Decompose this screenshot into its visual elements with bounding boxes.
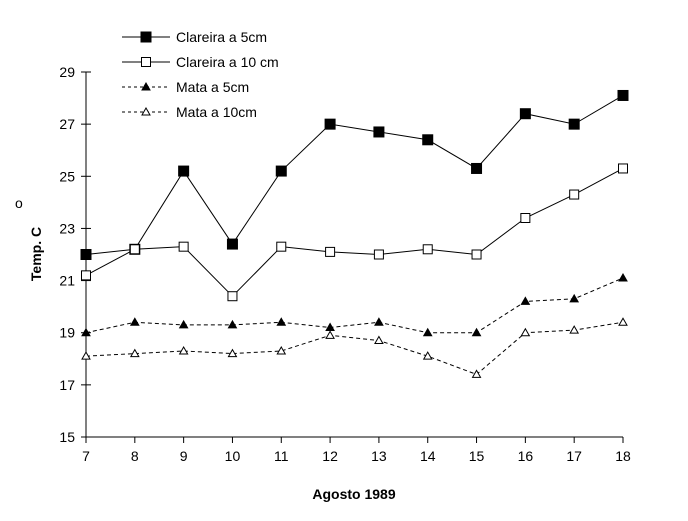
data-point — [618, 163, 628, 174]
series-group — [80, 89, 629, 378]
data-point — [178, 319, 189, 329]
data-point — [373, 126, 385, 138]
data-point — [227, 319, 238, 329]
data-point — [276, 317, 287, 326]
x-tick-label: 14 — [420, 448, 436, 464]
legend-marker — [141, 57, 151, 67]
data-point — [178, 165, 190, 177]
legend-item: Clareira a 5cm — [122, 29, 267, 45]
legend: Clareira a 5cm Clareira a 10 cm Mata a 5cm… — [122, 29, 279, 120]
legend-item: Mata a 5cm — [122, 79, 249, 95]
data-point — [617, 89, 629, 101]
data-point — [324, 118, 336, 130]
y-tick-label: 21 — [59, 273, 75, 289]
data-point — [568, 118, 580, 130]
data-point — [276, 241, 287, 252]
data-point — [129, 317, 140, 326]
series-1 — [81, 163, 628, 302]
data-point — [618, 272, 628, 282]
data-point — [81, 327, 91, 337]
series-0 — [80, 89, 629, 260]
legend-marker — [140, 31, 152, 43]
y-tick-label: 29 — [59, 64, 75, 80]
legend-marker — [141, 81, 151, 91]
y-tick-label: 17 — [59, 377, 75, 393]
x-tick-label: 16 — [518, 448, 534, 464]
y-tick-label: 25 — [59, 168, 75, 184]
data-point — [519, 108, 531, 120]
data-point — [80, 249, 92, 260]
legend-label: Clareira a 5cm — [176, 29, 267, 45]
x-tick-label: 17 — [566, 448, 582, 464]
data-point — [374, 335, 384, 345]
data-point — [275, 165, 287, 177]
legend-marker — [141, 106, 151, 116]
axes: 15 17 19 21 23 25 27 29 7 8 9 10 11 12 13 14 15 16 17 18 — [59, 64, 631, 464]
data-point — [422, 244, 433, 255]
data-point — [276, 345, 287, 355]
data-point — [227, 348, 238, 358]
series-2 — [81, 272, 628, 337]
data-point — [569, 325, 580, 334]
data-point — [569, 189, 580, 200]
data-point — [422, 327, 433, 337]
series-line — [85, 168, 624, 297]
series-line — [85, 321, 624, 376]
legend-label: Mata a 10cm — [176, 104, 257, 120]
x-tick-label: 13 — [371, 448, 387, 464]
y-axis-label: Temp. C — [28, 227, 44, 281]
series-line — [85, 277, 624, 334]
data-point — [471, 369, 482, 378]
series-line — [85, 95, 624, 255]
legend-label: Mata a 5cm — [176, 79, 249, 95]
series-3 — [81, 317, 628, 378]
data-point — [81, 270, 91, 281]
x-axis-label: Agosto 1989 — [312, 486, 395, 502]
x-tick-label: 10 — [225, 448, 241, 464]
data-point — [226, 238, 238, 250]
data-point — [618, 317, 628, 326]
data-point — [374, 317, 384, 326]
x-tick-label: 15 — [469, 448, 485, 464]
data-point — [325, 246, 336, 257]
data-point — [325, 330, 335, 339]
data-point — [373, 249, 384, 260]
data-point — [471, 162, 483, 174]
data-point — [129, 348, 140, 358]
x-tick-label: 11 — [274, 448, 289, 464]
legend-label: Clareira a 10 cm — [176, 54, 279, 70]
x-tick-label: 18 — [615, 448, 631, 464]
y-tick-label: 19 — [59, 325, 75, 341]
y-tick-label: 15 — [59, 429, 75, 445]
data-point — [422, 351, 433, 360]
data-point — [422, 134, 434, 146]
x-tick-label: 12 — [322, 448, 338, 464]
data-point — [178, 345, 189, 355]
data-point — [520, 213, 531, 223]
data-point — [471, 327, 482, 337]
legend-item: Clareira a 10 cm — [122, 54, 279, 70]
data-point — [129, 244, 140, 255]
data-point — [471, 249, 482, 260]
data-point — [569, 293, 580, 303]
data-point — [520, 327, 531, 337]
x-tick-label: 7 — [82, 448, 90, 464]
legend-item: Mata a 10cm — [122, 104, 257, 120]
data-point — [178, 241, 189, 252]
data-point — [520, 296, 531, 305]
y-axis-label-degree: o — [15, 195, 23, 211]
x-tick-label: 9 — [180, 448, 188, 464]
data-point — [227, 291, 238, 302]
data-point — [81, 351, 91, 360]
y-tick-label: 27 — [59, 116, 75, 132]
y-tick-label: 23 — [59, 220, 75, 236]
x-tick-label: 8 — [131, 448, 139, 464]
